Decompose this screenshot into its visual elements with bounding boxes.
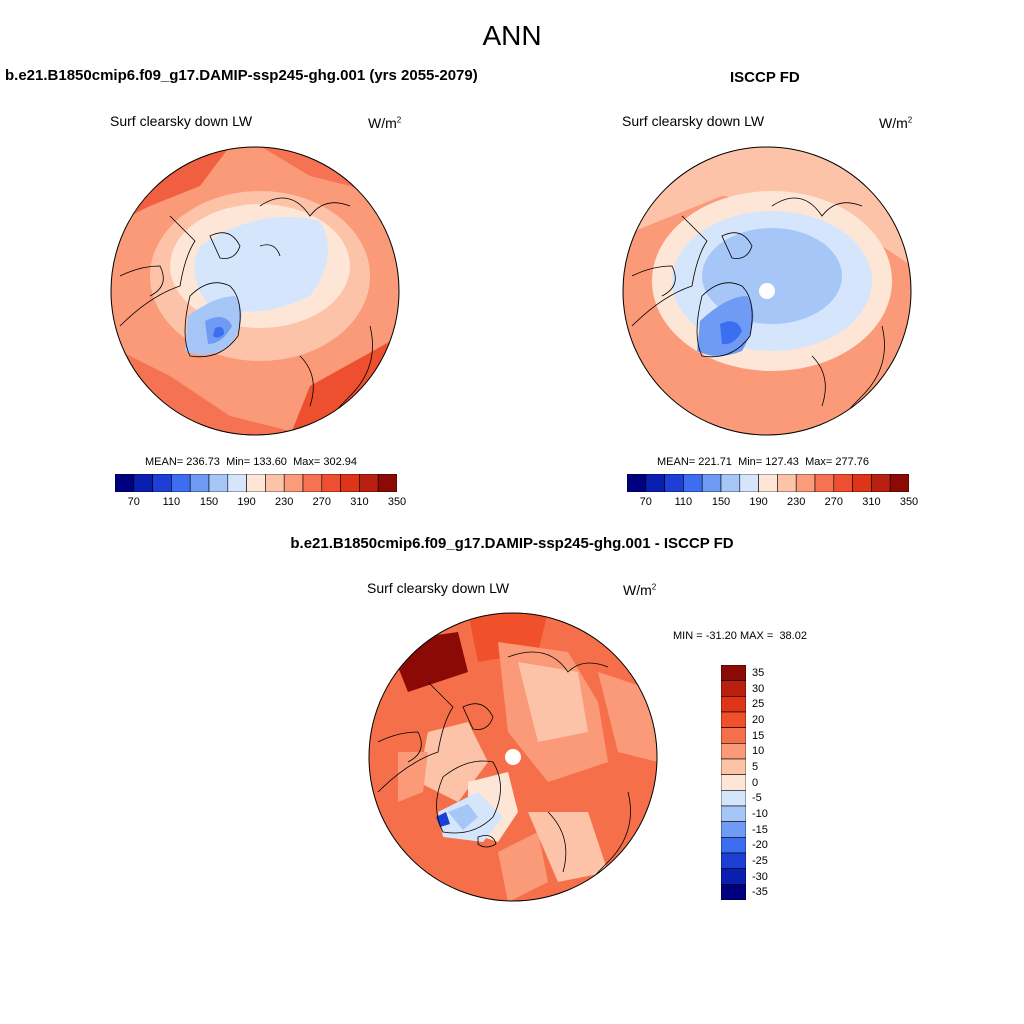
colorbar-left-swatch	[152, 474, 172, 492]
map-right	[622, 146, 912, 436]
colorbar-left-tick-label: 150	[199, 496, 219, 508]
colorbar-right-swatch	[814, 474, 835, 492]
colorbar-left-swatch	[265, 474, 285, 492]
colorbar-left-tick-label: 230	[275, 496, 294, 508]
colorbar-right-swatch	[664, 474, 684, 492]
colorbar-left-tick-label: 70	[127, 496, 140, 508]
colorbar-diff-swatch	[721, 790, 746, 807]
colorbar-right-tick-label: 270	[824, 496, 843, 508]
colorbar-left-swatch	[283, 474, 304, 492]
colorbar-diff-swatch	[721, 743, 746, 760]
colorbar-right-tick-label: 70	[639, 496, 652, 508]
colorbar-diff-tick-label: 35	[752, 666, 765, 679]
panel-right-stats: MEAN= 221.71 Min= 127.43 Max= 277.76	[657, 456, 869, 468]
colorbar-diff-swatch	[721, 727, 746, 744]
colorbar-right-swatch	[889, 474, 909, 492]
colorbar-left	[115, 474, 397, 492]
page-title: ANN	[482, 20, 542, 51]
colorbar-left-tick-label: 270	[312, 496, 331, 508]
colorbar-right-swatch	[795, 474, 816, 492]
colorbar-left-swatch	[227, 474, 247, 492]
colorbar-diff-swatch	[721, 884, 746, 900]
colorbar-left-swatch	[115, 474, 135, 492]
colorbar-right-swatch	[739, 474, 759, 492]
colorbar-right-tick-label: 310	[862, 496, 881, 508]
colorbar-diff-tick-label: -10	[752, 807, 768, 820]
panel-diff-variable: Surf clearsky down LW	[367, 580, 510, 596]
colorbar-diff-tick-label: 25	[752, 698, 765, 711]
colorbar-right-swatch	[645, 474, 665, 492]
colorbar-right-swatch	[871, 474, 891, 492]
colorbar-right-swatch	[683, 474, 703, 492]
colorbar-diff-tick-label: 15	[752, 729, 765, 742]
colorbar-right-swatch	[627, 474, 647, 492]
colorbar-diff-tick-label: 5	[752, 760, 759, 773]
colorbar-left-swatch	[133, 474, 153, 492]
colorbar-right-swatch	[701, 474, 722, 492]
colorbar-left-swatch	[302, 474, 323, 492]
colorbar-diff-swatch	[721, 696, 746, 713]
colorbar-diff-tick-label: 30	[752, 682, 765, 695]
map-left	[110, 146, 400, 436]
colorbar-left-tick-label: 350	[387, 496, 407, 508]
colorbar-left-tick-label: 190	[237, 496, 256, 508]
colorbar-right-swatch	[720, 474, 741, 492]
colorbar-right-swatch	[777, 474, 797, 492]
colorbar-left-swatch	[359, 474, 379, 492]
colorbar-diff-swatch	[721, 852, 746, 869]
colorbar-right-tick-label: 150	[711, 496, 731, 508]
colorbar-right-swatch	[758, 474, 778, 492]
colorbar-diff-swatch	[721, 758, 746, 775]
colorbar-right-swatch	[852, 474, 872, 492]
panel-right-units: W/m2	[879, 115, 913, 131]
colorbar-diff-tick-label: 0	[752, 776, 759, 789]
colorbar-right-tick-label: 190	[749, 496, 768, 508]
colorbar-diff-tick-label: -25	[752, 854, 768, 867]
colorbar-left-swatch	[208, 474, 229, 492]
map-diff	[368, 612, 658, 902]
panel-diff-units: W/m2	[623, 582, 657, 598]
panel-left-units: W/m2	[368, 115, 402, 131]
colorbar-diff-tick-label: 10	[752, 745, 765, 758]
colorbar-right-labels: 70 110 150 190 230 270 310 350	[627, 496, 919, 510]
colorbar-left-swatch	[189, 474, 210, 492]
panel-diff-title: b.e21.B1850cmip6.f09_g17.DAMIP-ssp245-gh…	[290, 535, 734, 552]
colorbar-diff-tick-label: -30	[752, 870, 768, 883]
colorbar-right-tick-label: 110	[674, 496, 693, 508]
colorbar-diff-tick-label: 20	[752, 713, 765, 726]
colorbar-left-tick-label: 110	[162, 496, 181, 508]
colorbar-diff-tick-label: -35	[752, 886, 768, 899]
colorbar-right-tick-label: 230	[787, 496, 806, 508]
colorbar-right-tick-label: 350	[899, 496, 919, 508]
colorbar-diff-swatch	[721, 805, 746, 822]
panel-right-variable: Surf clearsky down LW	[622, 113, 765, 129]
colorbar-left-swatch	[340, 474, 360, 492]
colorbar-left-labels: 70 110 150 190 230 270 310 350	[115, 496, 407, 510]
colorbar-diff-swatch	[721, 680, 746, 697]
colorbar-left-swatch	[321, 474, 341, 492]
colorbar-diff-swatch	[721, 711, 746, 728]
colorbar-right	[627, 474, 909, 492]
colorbar-diff-swatch	[721, 665, 746, 681]
panel-left-title: b.e21.B1850cmip6.f09_g17.DAMIP-ssp245-gh…	[5, 67, 478, 84]
panel-diff-stats: MIN = -31.20 MAX = 38.02	[673, 630, 807, 642]
colorbar-diff	[721, 665, 746, 900]
colorbar-diff-swatch	[721, 837, 746, 854]
panel-left-variable: Surf clearsky down LW	[110, 113, 253, 129]
colorbar-diff-tick-label: -20	[752, 839, 768, 852]
colorbar-right-swatch	[833, 474, 853, 492]
colorbar-diff-swatch	[721, 821, 746, 838]
colorbar-left-swatch	[246, 474, 266, 492]
colorbar-left-swatch	[171, 474, 191, 492]
colorbar-diff-labels: 35 30 25 20 15 10 5 0 -5 -10 -15 -20 -25 -30 -35	[752, 665, 792, 900]
colorbar-left-tick-label: 310	[350, 496, 369, 508]
colorbar-diff-tick-label: -5	[752, 792, 762, 805]
colorbar-diff-swatch	[721, 774, 746, 791]
colorbar-diff-swatch	[721, 868, 746, 885]
panel-left-stats: MEAN= 236.73 Min= 133.60 Max= 302.94	[145, 456, 357, 468]
colorbar-diff-tick-label: -15	[752, 823, 768, 836]
colorbar-left-swatch	[377, 474, 397, 492]
panel-right-title: ISCCP FD	[730, 69, 800, 86]
